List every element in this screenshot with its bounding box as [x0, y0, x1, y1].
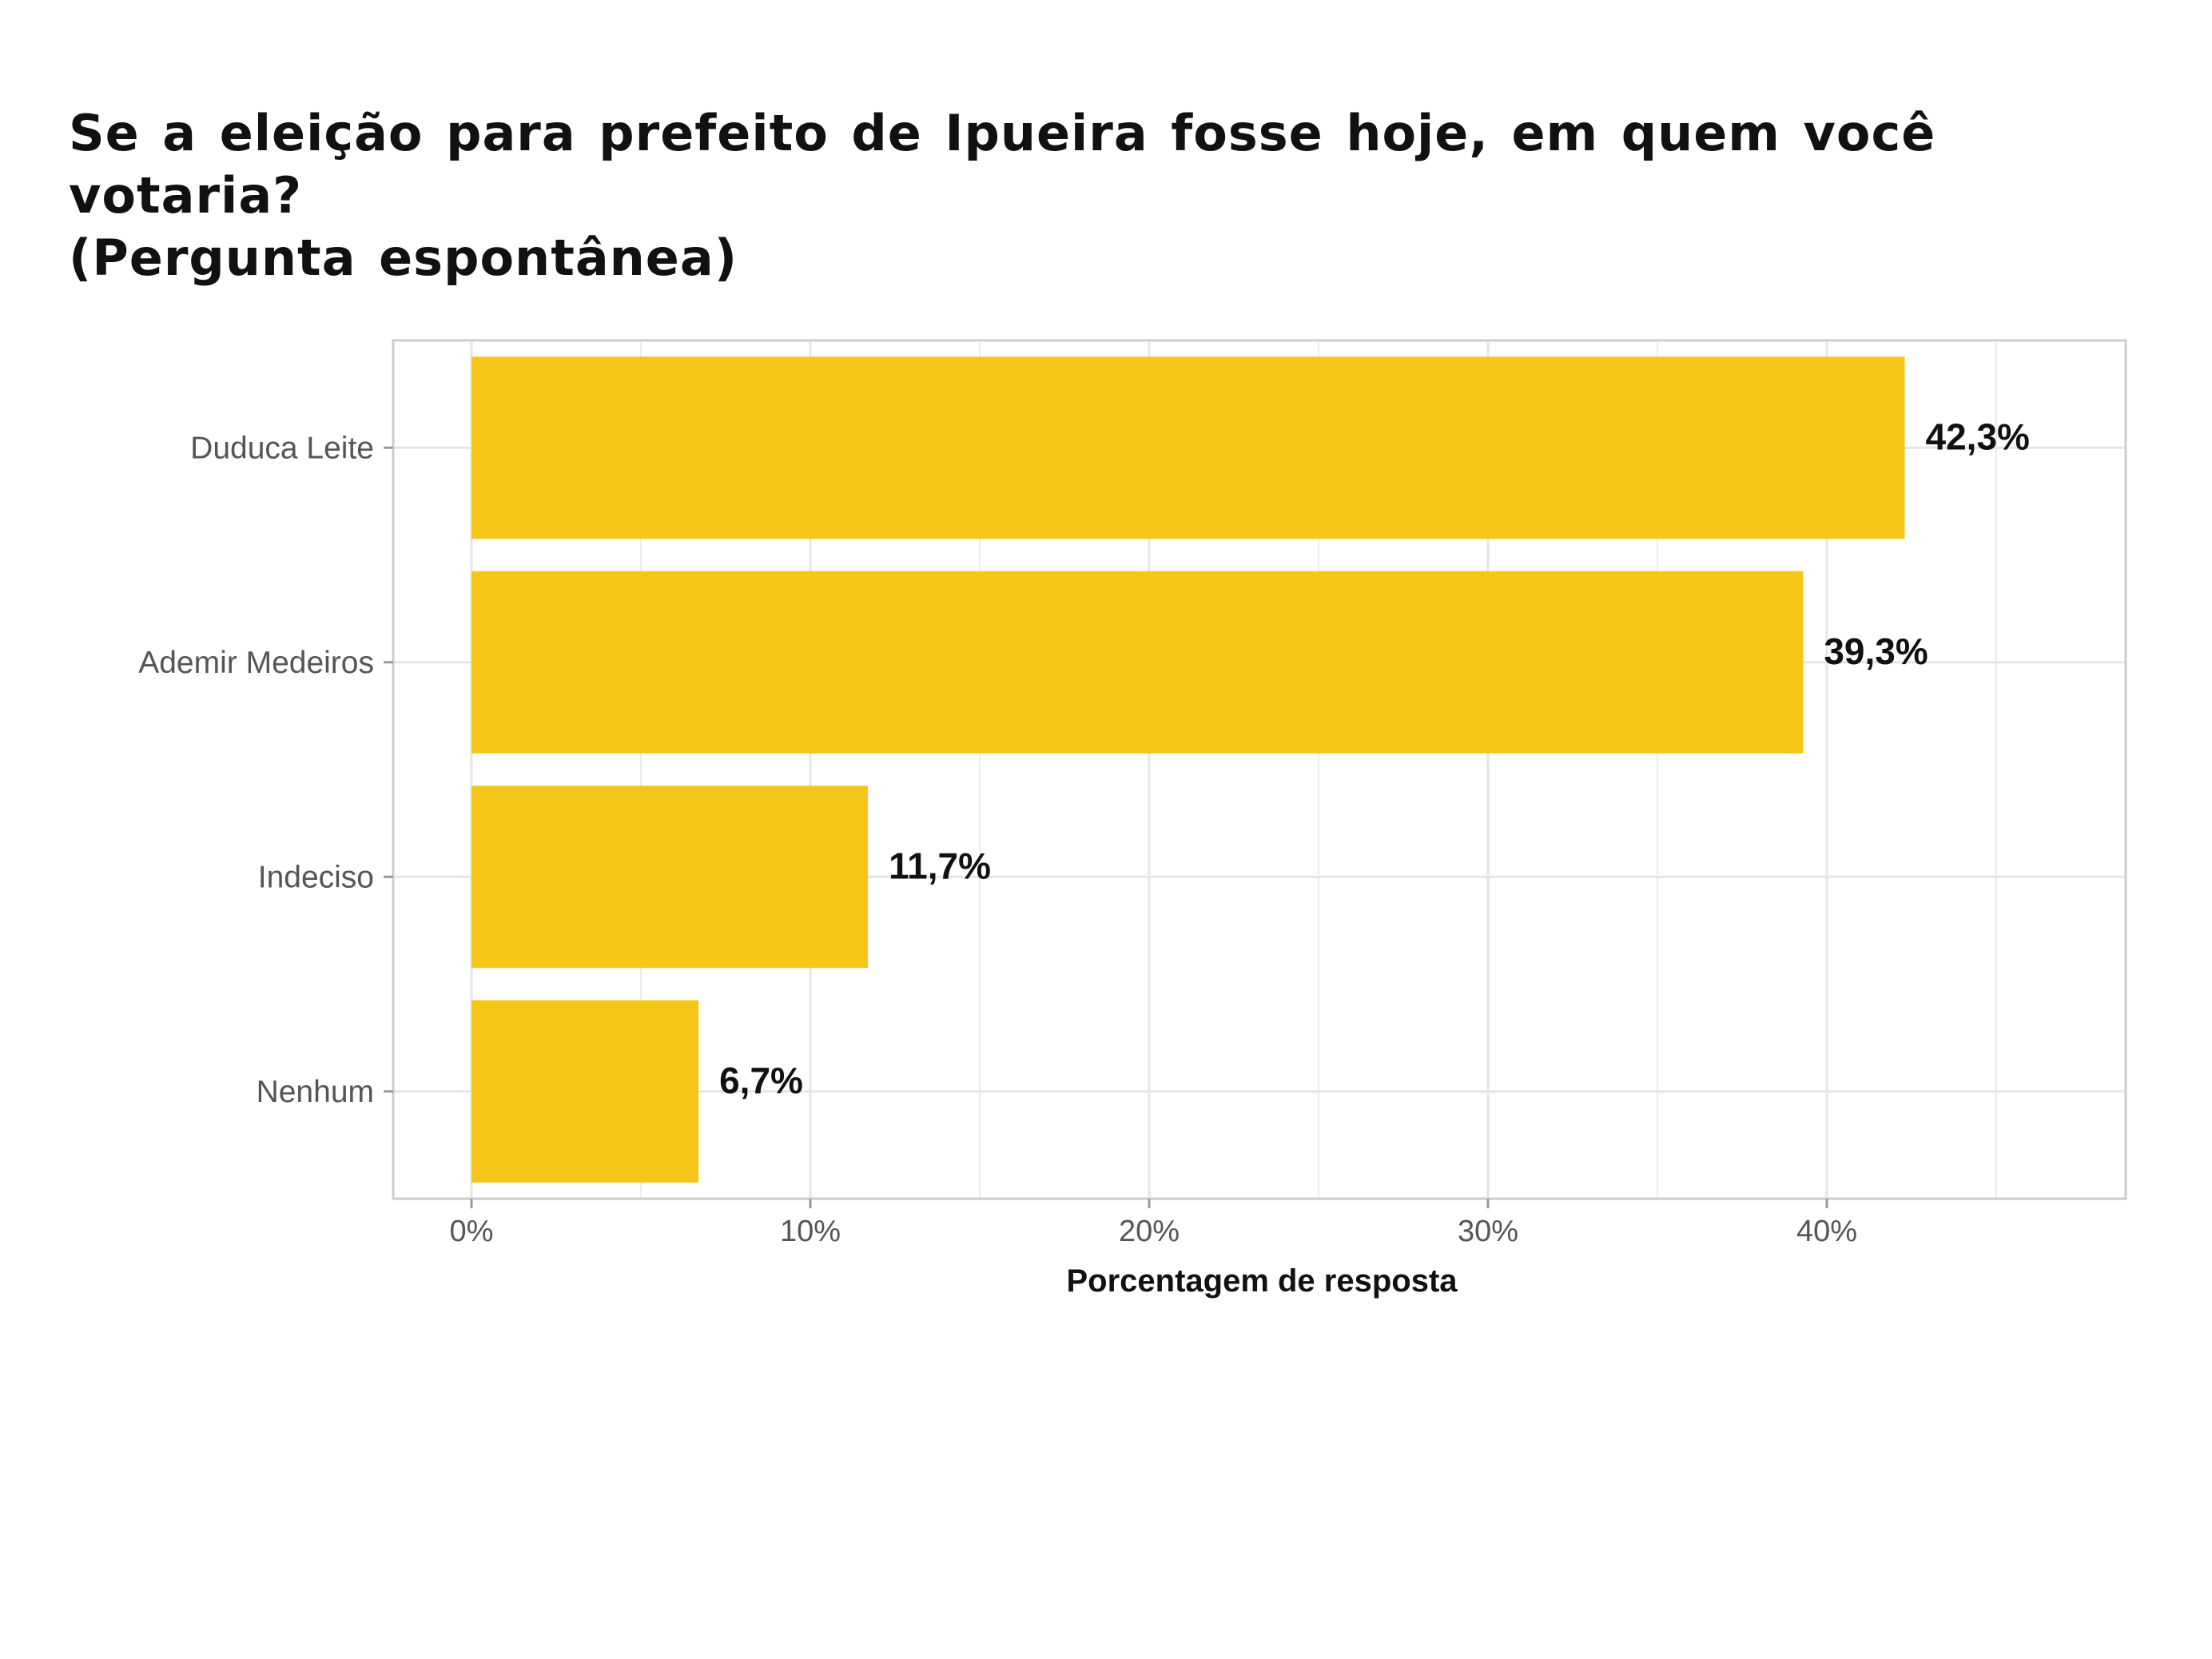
page-title: Se a eleição para prefeito de Ipueira fo…	[69, 102, 2162, 289]
x-axis-title: Porcentagem de resposta	[1066, 1263, 1458, 1299]
category-label: Ademir Medeiros	[138, 646, 374, 680]
bar	[471, 1000, 699, 1183]
bar	[471, 356, 1905, 539]
y-axis-ticks: Duduca Leite Ademir Medeiros Indeciso Nenhu…	[138, 431, 393, 1109]
x-tick-label: 30%	[1458, 1215, 1518, 1248]
x-tick-label: 40%	[1796, 1215, 1857, 1248]
title-line-2: (Pergunta espontânea)	[69, 229, 738, 287]
value-label: 42,3%	[1926, 416, 2030, 457]
value-label: 39,3%	[1824, 631, 1928, 672]
value-label: 6,7%	[719, 1060, 803, 1101]
plot-panel-border	[392, 339, 2127, 1200]
x-tick-label: 10%	[780, 1215, 841, 1248]
x-tick-label: 20%	[1119, 1215, 1180, 1248]
x-axis-ticks: 0% 10% 20% 30% 40%	[450, 1199, 1857, 1248]
bar	[471, 571, 1804, 754]
category-label: Indeciso	[258, 860, 374, 894]
bar	[471, 786, 869, 969]
value-labels: 42,3% 39,3% 11,7% 6,7%	[719, 416, 2030, 1101]
category-label: Duduca Leite	[190, 431, 374, 465]
title-line-1: Se a eleição para prefeito de Ipueira fo…	[69, 104, 1936, 225]
category-label: Nenhum	[257, 1075, 374, 1109]
value-label: 11,7%	[889, 845, 991, 886]
bars	[471, 356, 1905, 1183]
x-tick-label: 0%	[450, 1215, 494, 1248]
